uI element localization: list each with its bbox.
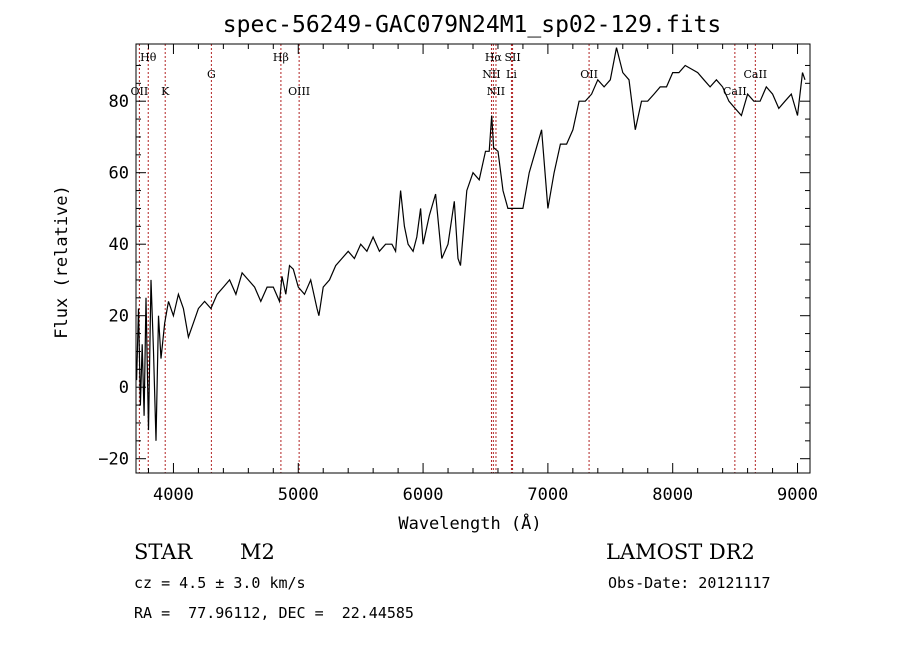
survey-name: LAMOST DR2 xyxy=(606,540,755,564)
y-tick-label-5: 80 xyxy=(109,92,129,112)
marker-label-9: Li xyxy=(506,68,517,81)
spectrum-series xyxy=(136,47,806,441)
object-subclass: M2 xyxy=(240,540,275,564)
x-tick-label-4: 8000 xyxy=(652,485,693,505)
x-tick-label-5: 9000 xyxy=(777,485,818,505)
marker-label-2: K xyxy=(161,85,170,98)
y-axis-label: Flux (relative) xyxy=(52,185,72,339)
y-tick-label-4: 60 xyxy=(109,164,129,184)
marker-label-7: SII xyxy=(504,51,520,64)
y-tick-labels: −20 0 20 40 60 80 xyxy=(98,92,129,470)
y-tick-label-0: −20 xyxy=(98,450,129,470)
x-tick-label-0: 4000 xyxy=(153,485,194,505)
x-tick-label-3: 7000 xyxy=(527,485,568,505)
spectrum-line-0 xyxy=(136,47,806,441)
marker-label-3: G xyxy=(207,68,216,81)
y-tick-label-1: 0 xyxy=(119,378,129,398)
marker-label-8: NII xyxy=(482,68,500,81)
plot-frame xyxy=(135,43,811,474)
marker-label-4: Hβ xyxy=(273,51,289,64)
coordinates: RA = 77.96112, DEC = 22.44585 xyxy=(134,604,414,622)
object-class: STAR xyxy=(134,540,193,564)
spectral-line-markers xyxy=(138,44,756,473)
x-tick-labels: 4000 5000 6000 7000 8000 9000 xyxy=(153,485,818,505)
marker-label-11: OII xyxy=(580,68,598,81)
axis-ticks xyxy=(136,44,810,473)
marker-label-13: CaII xyxy=(723,85,747,98)
observation-date: Obs-Date: 20121117 xyxy=(608,574,771,592)
chart-title: spec-56249-GAC079N24M1_sp02-129.fits xyxy=(223,12,722,38)
y-tick-label-2: 20 xyxy=(109,307,129,327)
marker-label-6: Hα xyxy=(485,51,503,64)
marker-label-0: Hθ xyxy=(140,51,157,64)
marker-label-5: OIII xyxy=(288,85,310,98)
y-tick-label-3: 40 xyxy=(109,235,129,255)
x-tick-label-2: 6000 xyxy=(403,485,444,505)
marker-label-10: NII xyxy=(487,85,505,98)
marker-label-1: OII xyxy=(131,85,149,98)
marker-label-12: CaII xyxy=(743,68,767,81)
redshift-cz: cz = 4.5 ± 3.0 km/s xyxy=(134,574,306,592)
x-axis-label: Wavelength (Å) xyxy=(398,512,541,534)
x-tick-label-1: 5000 xyxy=(278,485,319,505)
